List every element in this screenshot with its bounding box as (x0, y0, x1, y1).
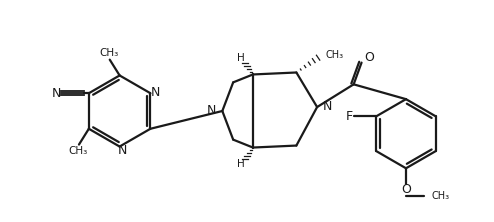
Text: CH₃: CH₃ (68, 147, 87, 157)
Text: O: O (365, 51, 374, 64)
Text: F: F (346, 110, 353, 123)
Text: N: N (51, 87, 61, 100)
Text: CH₃: CH₃ (99, 48, 119, 58)
Text: N: N (118, 144, 127, 157)
Text: CH₃: CH₃ (326, 50, 344, 60)
Text: H: H (237, 53, 245, 63)
Text: N: N (323, 99, 332, 113)
Text: O: O (401, 184, 411, 196)
Text: N: N (207, 103, 216, 117)
Text: N: N (151, 86, 160, 99)
Text: H: H (237, 159, 245, 169)
Text: CH₃: CH₃ (432, 191, 450, 201)
